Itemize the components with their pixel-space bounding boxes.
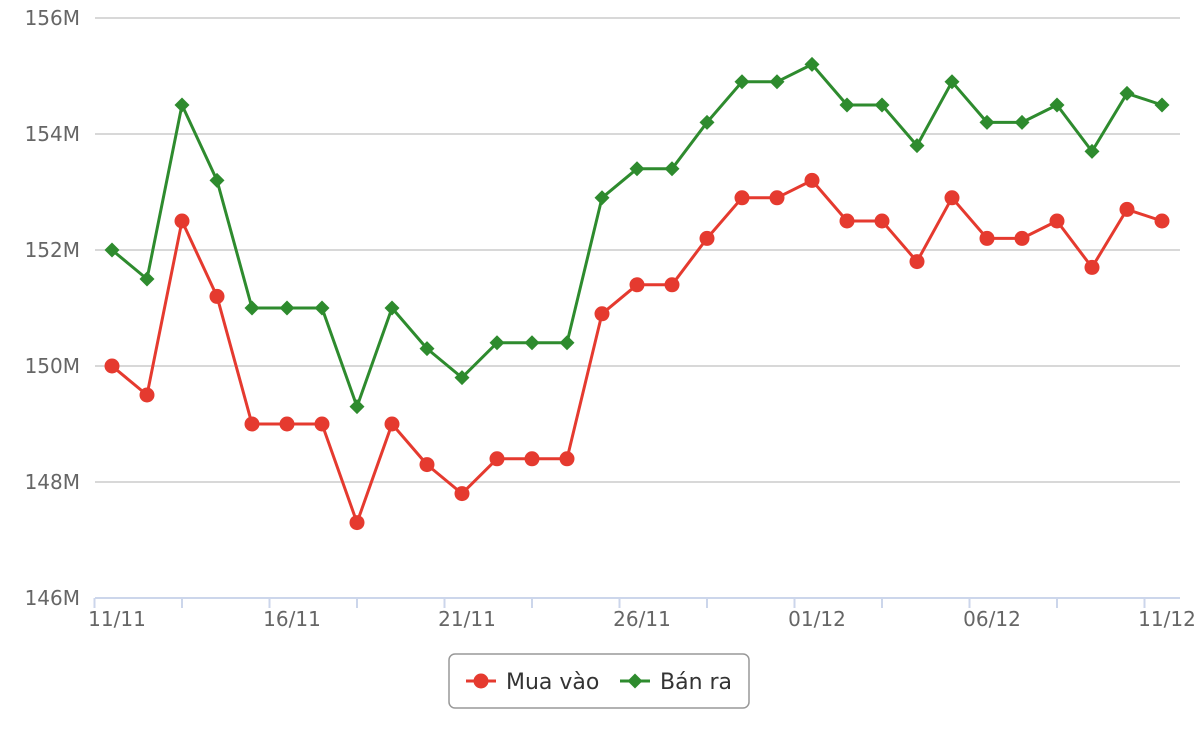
data-point — [909, 254, 925, 270]
data-point — [209, 288, 225, 304]
x-tick-label: 11/12 — [1138, 607, 1196, 631]
series-line — [111, 178, 1163, 525]
series-line — [111, 62, 1163, 409]
data-point — [944, 74, 960, 90]
data-point — [1014, 114, 1030, 130]
x-tick-label: 26/11 — [613, 607, 671, 631]
y-tick-label: 148M — [25, 470, 80, 494]
data-point — [524, 335, 540, 351]
y-tick-label: 154M — [25, 122, 80, 146]
x-tick-label: 11/11 — [88, 607, 146, 631]
grid-lines — [95, 17, 1180, 483]
legend-label: Mua vào — [506, 670, 599, 695]
data-point — [979, 230, 995, 246]
x-axis: 11/11 16/11 21/11 26/11 01/12 06/12 11/12 — [88, 597, 1196, 631]
x-tick-label: 01/12 — [788, 607, 846, 631]
data-point — [1154, 213, 1170, 229]
y-tick-label: 156M — [25, 6, 80, 30]
data-point — [559, 335, 575, 351]
data-point — [1119, 85, 1135, 101]
series-layer — [104, 56, 1170, 531]
y-tick-label: 146M — [25, 586, 80, 610]
data-point — [1084, 259, 1100, 275]
data-point — [1154, 97, 1170, 113]
x-tick-label: 21/11 — [438, 607, 496, 631]
data-point — [839, 97, 855, 113]
data-point — [559, 451, 575, 467]
data-point — [419, 457, 435, 473]
data-point — [279, 416, 295, 432]
data-point — [1049, 213, 1065, 229]
data-point — [734, 74, 750, 90]
legend-item-2: Bán ra — [620, 670, 732, 695]
data-point — [314, 416, 330, 432]
data-point — [349, 399, 365, 415]
data-point — [104, 242, 120, 258]
data-point — [839, 213, 855, 229]
data-point — [174, 213, 190, 229]
data-point — [769, 74, 785, 90]
data-point — [629, 161, 645, 177]
data-point — [454, 486, 470, 502]
data-point — [1119, 201, 1135, 217]
data-point — [454, 370, 470, 386]
x-tick-label: 16/11 — [263, 607, 321, 631]
data-point — [664, 161, 680, 177]
data-point — [594, 190, 610, 206]
data-point — [769, 190, 785, 206]
data-point — [244, 300, 260, 316]
legend: Mua vào Bán ra — [448, 653, 750, 709]
data-point — [279, 300, 295, 316]
legend-marker — [473, 673, 489, 689]
data-point — [664, 277, 680, 293]
data-point — [804, 56, 820, 72]
data-point — [1084, 143, 1100, 159]
data-point — [489, 451, 505, 467]
legend-label: Bán ra — [660, 670, 732, 695]
data-point — [104, 358, 120, 374]
data-point — [874, 97, 890, 113]
data-point — [174, 97, 190, 113]
data-point — [944, 190, 960, 206]
legend-marker — [627, 673, 643, 689]
data-point — [209, 172, 225, 188]
data-point — [629, 277, 645, 293]
y-axis-labels: 146M 148M 150M 152M 154M 156M — [25, 6, 80, 610]
data-point — [699, 230, 715, 246]
data-point — [1049, 97, 1065, 113]
series-1 — [104, 172, 1170, 531]
data-point — [489, 335, 505, 351]
data-point — [419, 341, 435, 357]
data-point — [244, 416, 260, 432]
data-point — [139, 387, 155, 403]
data-point — [314, 300, 330, 316]
data-point — [699, 114, 715, 130]
data-point — [979, 114, 995, 130]
data-point — [139, 271, 155, 287]
data-point — [734, 190, 750, 206]
data-point — [384, 416, 400, 432]
data-point — [384, 300, 400, 316]
data-point — [349, 515, 365, 531]
data-point — [909, 138, 925, 154]
x-tick-label: 06/12 — [963, 607, 1021, 631]
data-point — [594, 306, 610, 322]
data-point — [874, 213, 890, 229]
y-tick-label: 150M — [25, 354, 80, 378]
legend-box — [448, 653, 750, 709]
legend-item-1: Mua vào — [466, 670, 599, 695]
y-tick-label: 152M — [25, 238, 80, 262]
data-point — [524, 451, 540, 467]
series-2 — [104, 56, 1170, 415]
data-point — [804, 172, 820, 188]
data-point — [1014, 230, 1030, 246]
